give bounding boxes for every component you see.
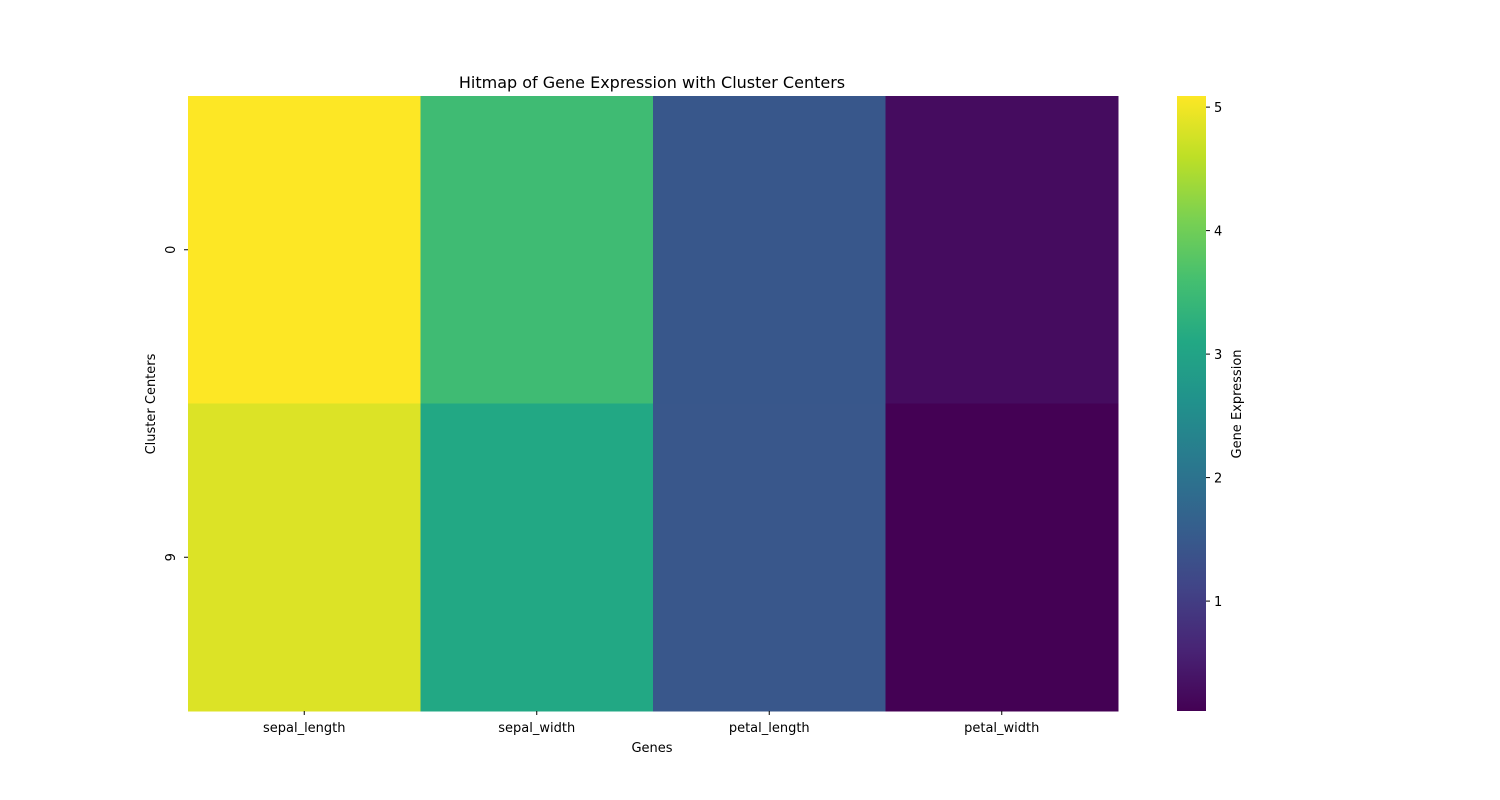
colorbar-tick-label: 3: [1214, 348, 1222, 363]
y-axis-ticks: 09: [164, 246, 188, 561]
x-tick-label: petal_length: [729, 721, 810, 736]
y-tick-label: 0: [164, 246, 179, 254]
heatmap-cell: [420, 403, 654, 712]
x-axis-ticks: sepal_length sepal_width petal_length petal…: [263, 711, 1039, 736]
colorbar-tick-label: 5: [1214, 101, 1222, 116]
chart-title: Hitmap of Gene Expression with Cluster C…: [459, 73, 845, 92]
heatmap-cell: [653, 96, 886, 404]
x-tick-label: sepal_length: [263, 721, 346, 736]
x-tick-label: petal_width: [964, 721, 1039, 736]
heatmap-cell: [188, 96, 421, 404]
x-tick-label: sepal_width: [498, 721, 575, 736]
colorbar-ticks: 1 2 3 4 5: [1206, 101, 1222, 610]
y-axis-label: Cluster Centers: [144, 353, 159, 454]
heatmap-cell: [885, 403, 1119, 712]
colorbar-tick-label: 2: [1214, 472, 1222, 487]
heatmap-cell: [653, 403, 886, 712]
heatmap-cell: [885, 96, 1119, 404]
colorbar: [1177, 96, 1206, 711]
x-axis-label: Genes: [631, 741, 672, 756]
y-tick-label: 9: [164, 553, 179, 561]
colorbar-tick-label: 4: [1214, 225, 1222, 240]
heatmap-cell: [188, 403, 421, 712]
colorbar-tick-label: 1: [1214, 595, 1222, 610]
heatmap-cell: [420, 96, 654, 404]
colorbar-label: Gene Expression: [1230, 349, 1245, 458]
heatmap-cells: [188, 96, 1119, 712]
